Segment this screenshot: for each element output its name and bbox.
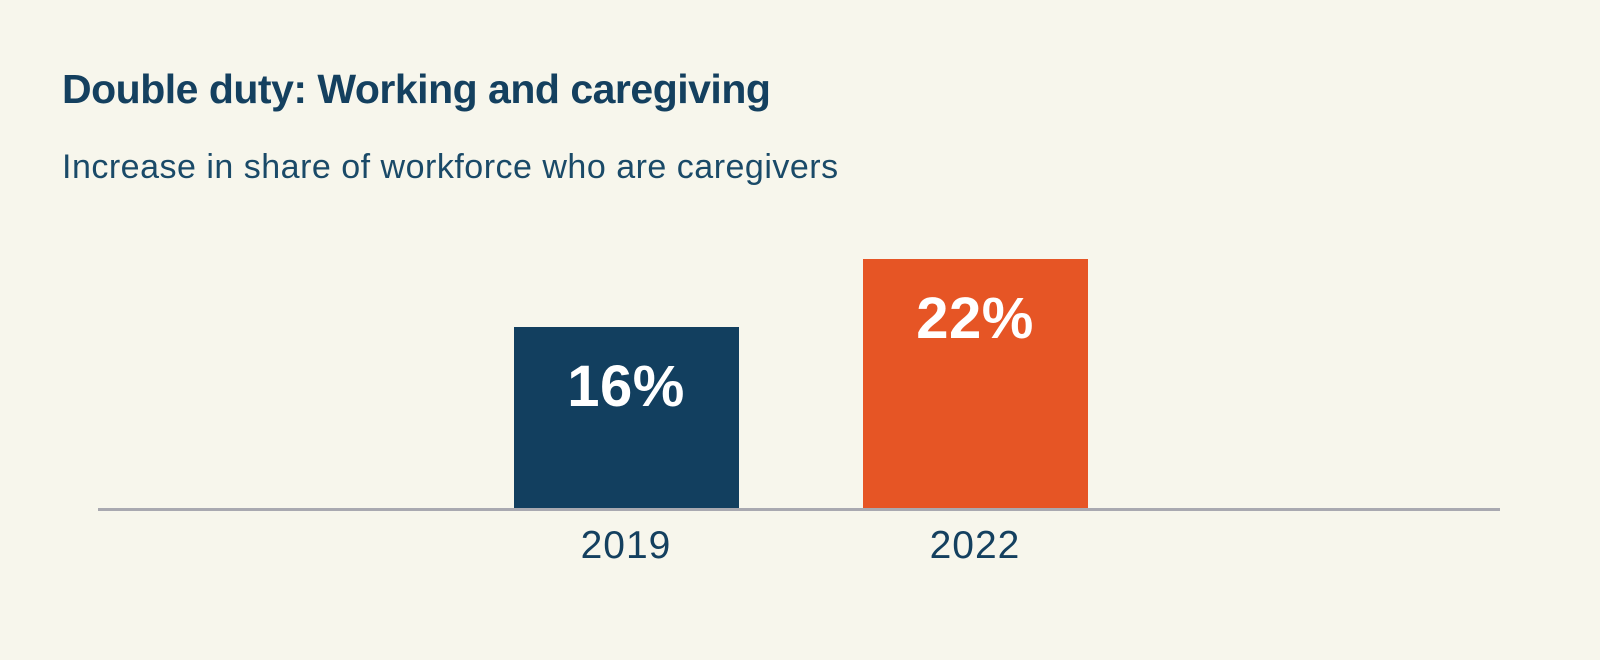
bar-2022: 22% [862, 259, 1088, 508]
chart-subtitle: Increase in share of workforce who are c… [62, 148, 839, 186]
bar-value-label: 22% [916, 286, 1034, 351]
plot-area: 16% 2019 22% 2022 [98, 227, 1500, 567]
chart-title: Double duty: Working and caregiving [62, 66, 771, 112]
bar-2019: 16% [513, 327, 739, 508]
bar-value-label: 16% [567, 354, 685, 419]
x-axis-line [98, 508, 1500, 511]
x-tick-label-2022: 2022 [929, 524, 1021, 567]
x-tick-label-2019: 2019 [580, 524, 672, 567]
